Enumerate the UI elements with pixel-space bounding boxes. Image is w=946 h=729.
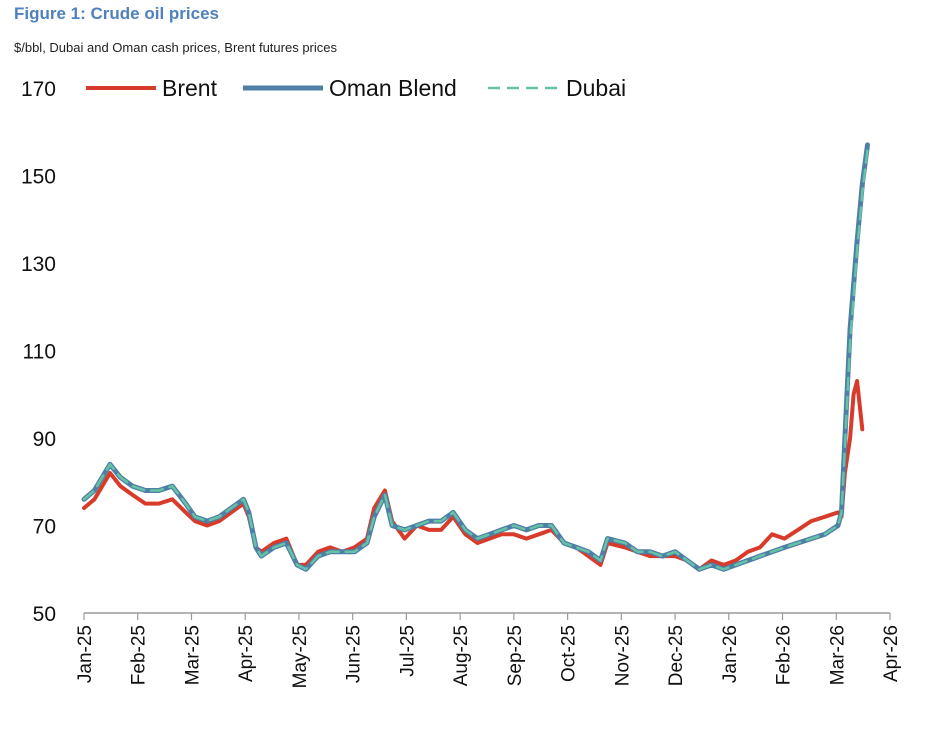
y-tick-label: 50 [33,603,56,626]
x-tick-label: May-25 [290,625,311,688]
x-tick-label: Aug-25 [451,625,472,686]
figure-title: Figure 1: Crude oil prices [14,4,219,23]
axes: 50 70 90 110 130 150 170 Jan-25 Feb-25 Mar-25 Apr-… [21,78,902,688]
series-line-brent [82,379,865,572]
x-tick-label: Jan-25 [75,625,96,683]
x-tick-label: Jun-25 [344,625,365,683]
y-tick-label: 90 [33,428,56,451]
x-tick-label: Sep-25 [505,625,526,686]
x-tick-label: Feb-25 [129,625,150,685]
series-line-oman-blend [81,142,870,572]
y-tick-label: 130 [21,253,56,276]
legend: Brent Oman Blend Dubai [86,75,626,101]
x-tick-label: Oct-25 [559,625,580,682]
x-tick-label: Jul-25 [397,625,418,677]
x-tick-label: Dec-25 [666,625,687,686]
series-line-dubai [82,148,869,571]
legend-label-dubai: Dubai [566,75,626,101]
x-tick-label: Feb-26 [774,625,795,685]
y-tick-label: 70 [33,516,56,539]
x-tick-label: Jan-26 [720,625,741,683]
figure-subtitle: $/bbl, Dubai and Oman cash prices, Brent… [14,40,337,55]
x-tick-label: Nov-25 [612,625,633,686]
y-tick-label: 170 [21,78,56,101]
y-tick-label: 150 [21,166,56,189]
x-tick-label: Mar-26 [827,625,848,685]
x-tick-label: Mar-25 [182,625,203,685]
series-lines [81,142,870,572]
legend-label-brent: Brent [162,75,218,101]
x-tick-label: Apr-26 [881,625,902,682]
x-tick-label: Apr-25 [236,625,257,682]
legend-label-oman-blend: Oman Blend [329,75,457,101]
y-tick-label: 110 [23,341,56,364]
